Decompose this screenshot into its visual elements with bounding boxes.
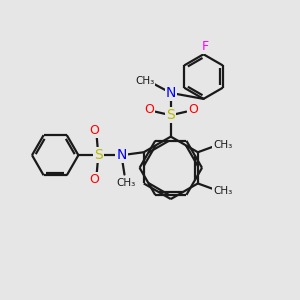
- Text: O: O: [89, 173, 99, 186]
- Text: O: O: [188, 103, 198, 116]
- Text: CH₃: CH₃: [116, 178, 136, 188]
- Text: N: N: [116, 148, 127, 162]
- Text: CH₃: CH₃: [213, 140, 232, 150]
- Text: O: O: [89, 124, 99, 137]
- Text: N: N: [166, 86, 176, 100]
- Text: F: F: [201, 40, 208, 53]
- Text: S: S: [94, 148, 103, 162]
- Text: O: O: [144, 103, 154, 116]
- Text: CH₃: CH₃: [135, 76, 154, 86]
- Text: S: S: [167, 108, 175, 122]
- Text: CH₃: CH₃: [213, 186, 232, 196]
